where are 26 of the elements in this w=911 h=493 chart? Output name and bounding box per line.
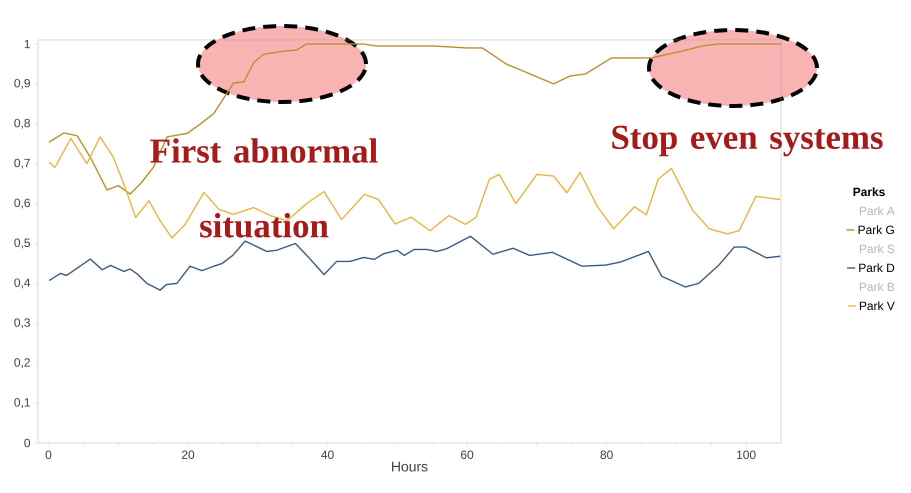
x-tick-label: 80 (600, 450, 613, 459)
legend-title: Parks (854, 187, 885, 196)
y-tick-label: 0,7 (14, 158, 30, 169)
x-axis-title: Hours (392, 462, 428, 472)
x-tick-label: 100 (737, 450, 756, 459)
y-tick-label: 0,6 (14, 198, 30, 209)
x-tick-label: 0 (46, 450, 52, 459)
legend-label: Park G (858, 225, 894, 234)
y-tick-label: 0,1 (14, 398, 30, 408)
text: Park B (860, 282, 894, 292)
y-tick-label: 1 (24, 40, 30, 48)
y-tick-label: 0,2 (14, 358, 30, 368)
y-tick-label: 0,9 (14, 78, 30, 89)
y-tick-label: 0,5 (14, 238, 30, 248)
y-tick-label: 0,3 (14, 318, 30, 328)
y-tick-label: 0 (24, 438, 30, 448)
text: Park A (860, 206, 895, 216)
annotation: Stop even systems (612, 126, 883, 156)
legend-label: Park V (860, 301, 895, 310)
x-tick-label: 60 (461, 450, 474, 459)
y-tick-label: 0,8 (14, 118, 30, 129)
legend-label: Park D (859, 263, 894, 272)
x-tick-label: 20 (182, 450, 194, 459)
y-tick-label: 0,4 (14, 278, 30, 288)
x-tick-label: 40 (321, 450, 334, 459)
text: Park S (860, 244, 894, 254)
